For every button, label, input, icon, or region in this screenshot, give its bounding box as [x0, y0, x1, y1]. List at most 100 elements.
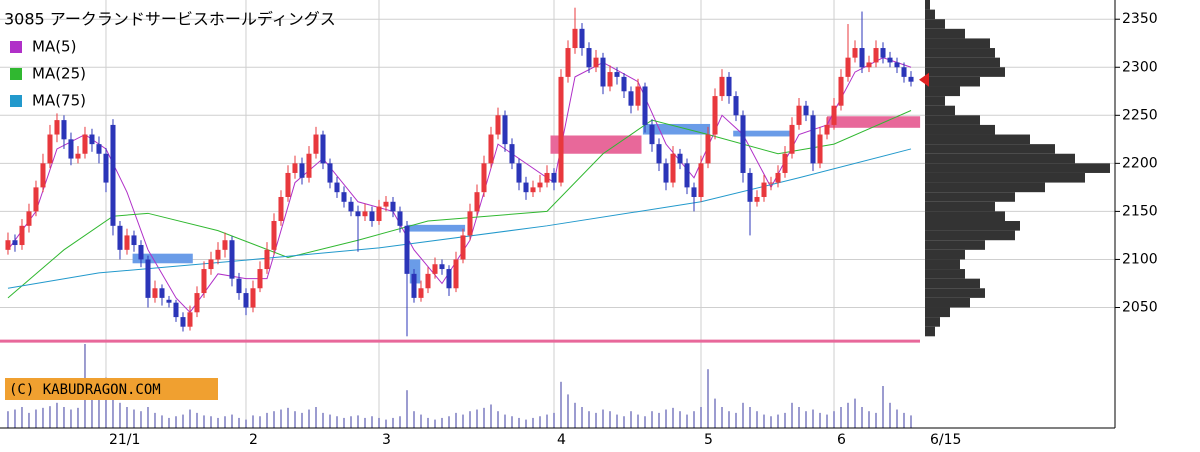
candle-body: [166, 299, 172, 303]
candle-body: [873, 48, 879, 63]
candle-body: [159, 288, 165, 298]
zone: [409, 259, 421, 284]
candle-body: [635, 86, 641, 106]
candle-body: [467, 211, 473, 236]
candle-body: [173, 302, 179, 318]
candle-body: [740, 115, 746, 173]
candle-body: [313, 134, 319, 154]
candle-body: [278, 196, 284, 222]
candle-body: [642, 86, 648, 125]
profile-bar: [925, 211, 1005, 222]
candle-body: [733, 96, 739, 116]
candle-body: [432, 264, 438, 274]
profile-bar: [925, 163, 1110, 173]
candle-body: [446, 269, 452, 289]
candle-body: [411, 273, 417, 298]
candle-body: [726, 76, 732, 97]
zone: [827, 116, 921, 128]
candle-body: [866, 62, 872, 68]
legend-swatch: [10, 41, 22, 53]
candle-body: [558, 76, 564, 183]
candle-body: [82, 134, 88, 154]
y-tick-label: 2250: [1122, 107, 1158, 123]
ma-line: [7, 110, 912, 299]
zone: [132, 253, 193, 264]
legend-label: MA(5): [32, 38, 76, 56]
candle-body: [488, 134, 494, 164]
candle-body: [768, 182, 774, 184]
legend-label: MA(25): [32, 65, 86, 83]
candle-body: [96, 144, 102, 154]
copyright: (C) KABUDRAGON.COM: [9, 382, 161, 398]
candle-body: [439, 264, 445, 270]
candle-body: [593, 57, 599, 68]
candle-body: [537, 182, 543, 188]
candle-body: [677, 153, 683, 164]
profile-bar: [925, 48, 995, 58]
ma-line: [7, 57, 912, 314]
profile-bar: [925, 192, 1015, 202]
candle-body: [656, 144, 662, 164]
candle-body: [803, 105, 809, 116]
y-tick-label: 2200: [1122, 155, 1158, 171]
profile-bar: [925, 76, 980, 87]
candle-body: [684, 163, 690, 188]
moving-averages: [7, 57, 912, 314]
candle-body: [579, 28, 585, 49]
candle-body: [817, 134, 823, 164]
profile-bar: [925, 278, 980, 289]
candle-body: [586, 48, 592, 68]
x-tick-label: 3: [382, 432, 391, 448]
candle-body: [201, 269, 207, 294]
candle-body: [334, 182, 340, 193]
candle-body: [551, 172, 557, 183]
legend-swatch: [10, 95, 22, 107]
candle-body: [243, 293, 249, 308]
candle-body: [397, 211, 403, 226]
last-date: 6/15: [930, 432, 961, 448]
profile-bar: [925, 0, 930, 10]
profile-bar: [925, 67, 1005, 77]
candle-body: [187, 312, 193, 327]
candle-body: [5, 240, 11, 250]
candle-body: [75, 153, 81, 159]
candle-body: [425, 273, 431, 289]
candle-body: [299, 163, 305, 178]
candle-body: [306, 153, 312, 178]
candle-body: [691, 187, 697, 197]
candle-body: [705, 134, 711, 164]
candle-body: [831, 105, 837, 125]
legend-label: MA(75): [32, 92, 86, 110]
candle-body: [68, 139, 74, 159]
candle-body: [89, 134, 95, 145]
candle-body: [341, 192, 347, 202]
profile-bar: [925, 259, 960, 270]
candle-body: [369, 211, 375, 222]
profile-bar: [925, 124, 995, 135]
x-tick-label: 4: [557, 432, 566, 448]
candle-body: [327, 163, 333, 183]
candle-body: [565, 48, 571, 77]
profile-bar: [925, 182, 1045, 193]
profile-bar: [925, 153, 1075, 164]
candle-body: [474, 192, 480, 212]
profile-bar: [925, 317, 940, 327]
candle-body: [824, 124, 830, 135]
candle-body: [894, 62, 900, 68]
candle-body: [859, 48, 865, 68]
candle-body: [523, 182, 529, 193]
candle-body: [852, 48, 858, 58]
candle-body: [19, 225, 25, 246]
candle-body: [292, 163, 298, 173]
legend-swatch: [10, 68, 22, 80]
candle-body: [145, 259, 151, 298]
candles: [5, 7, 914, 428]
candle-body: [887, 57, 893, 63]
candle-body: [12, 240, 18, 246]
profile-bar: [925, 230, 1015, 241]
candle-body: [607, 72, 613, 87]
candle-body: [789, 124, 795, 154]
profile-bar: [925, 96, 945, 106]
candle-body: [117, 225, 123, 250]
candle-body: [614, 72, 620, 77]
